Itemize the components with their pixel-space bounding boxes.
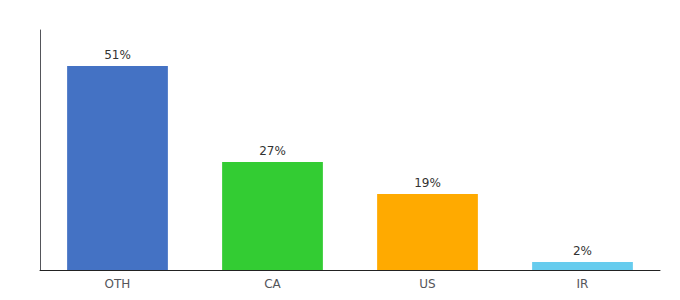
svg-text:2%: 2% [573,244,592,258]
svg-text:CA: CA [264,277,281,291]
svg-text:OTH: OTH [105,277,131,291]
svg-text:19%: 19% [414,176,441,190]
svg-text:51%: 51% [104,48,131,62]
svg-text:US: US [419,277,435,291]
svg-text:27%: 27% [259,144,286,158]
svg-text:IR: IR [577,277,589,291]
